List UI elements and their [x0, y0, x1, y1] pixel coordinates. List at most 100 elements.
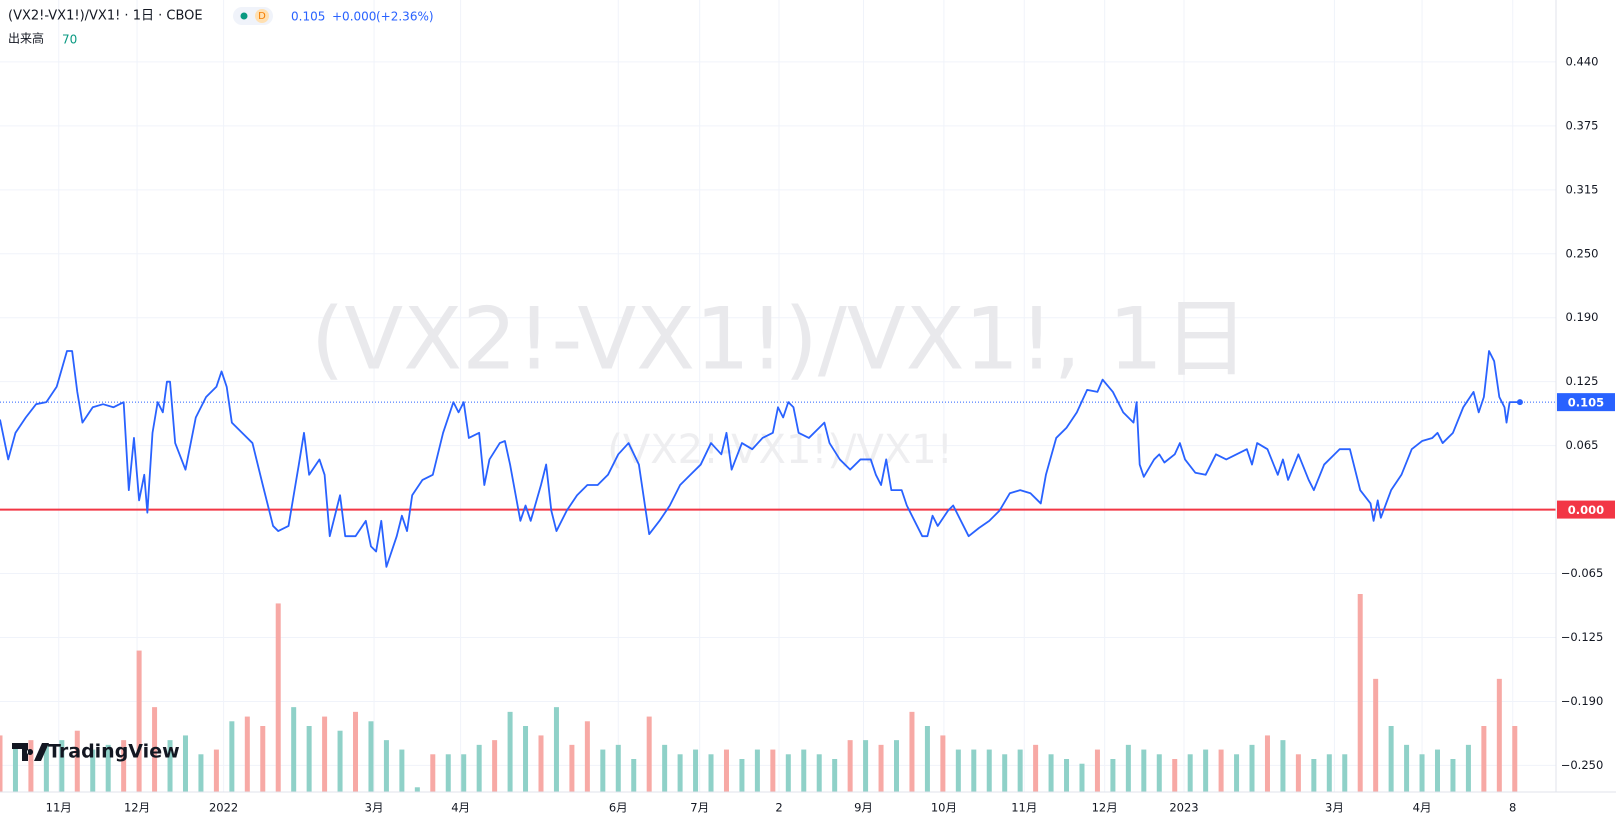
volume-bar — [924, 726, 930, 792]
volume-bar — [1249, 744, 1255, 792]
volume-bar — [662, 744, 668, 792]
volume-bar — [1264, 735, 1270, 792]
volume-bar — [1125, 744, 1131, 792]
x-tick-label: 4月 — [451, 801, 470, 815]
volume-bar — [646, 716, 652, 792]
volume-bar — [399, 749, 405, 792]
volume-bar — [847, 740, 853, 792]
volume-bar — [1311, 759, 1317, 792]
volume-bar — [229, 721, 235, 792]
logo-text: TradingView — [48, 741, 180, 763]
volume-bar — [353, 711, 359, 792]
volume-bar — [198, 754, 204, 792]
y-tick-label: 0.065 — [1566, 438, 1599, 452]
volume-bar — [1187, 754, 1193, 792]
legend-header: (VX2!-VX1!)/VX1! · 1日 · CBOE D 0.105 +0.… — [8, 7, 434, 47]
volume-bar — [213, 749, 219, 792]
volume-bar — [1172, 759, 1178, 792]
volume-bar — [430, 754, 436, 792]
reference-label: 0.000 — [1568, 503, 1604, 517]
volume-bar — [894, 740, 900, 792]
y-tick-label: −0.250 — [1561, 758, 1604, 772]
volume-bar — [121, 740, 127, 792]
volume-bar — [152, 707, 158, 792]
volume-bar — [105, 744, 111, 792]
volume-bar — [74, 730, 80, 792]
volume-bar — [1295, 754, 1301, 792]
y-tick-label: 0.440 — [1566, 54, 1599, 68]
volume-bar — [383, 740, 389, 792]
y-tick-label: 0.315 — [1566, 182, 1599, 196]
volume-bar — [1373, 678, 1379, 792]
volume-bar — [693, 749, 699, 792]
plot — [0, 350, 1556, 568]
logo[interactable]: TradingView — [12, 741, 180, 763]
volume-bar — [955, 749, 961, 792]
volume-bar — [1017, 749, 1023, 792]
volume-bar — [1404, 744, 1410, 792]
volume-bar — [1280, 740, 1286, 792]
volume-bar — [1326, 754, 1332, 792]
volume-bar — [1234, 754, 1240, 792]
volume-bar — [1033, 744, 1039, 792]
y-tick-label: −0.190 — [1561, 694, 1604, 708]
volume-bar — [1450, 759, 1456, 792]
volume-bar — [1419, 754, 1425, 792]
symbol-title: (VX2!-VX1!)/VX1! · 1日 · CBOE — [8, 9, 203, 24]
volume-pane — [0, 594, 1518, 792]
volume-bar — [1002, 754, 1008, 792]
last-value-label-bg — [1557, 393, 1615, 412]
volume-bar — [785, 754, 791, 792]
x-tick-label: 4月 — [1413, 801, 1432, 815]
x-tick-label: 10月 — [931, 801, 957, 815]
volume-bar — [986, 749, 992, 792]
volume-bar — [739, 759, 745, 792]
x-tick-label: 9月 — [854, 801, 873, 815]
watermark-subtext: (VX2!-VX1!)/VX1! — [607, 427, 953, 473]
volume-bar — [909, 711, 915, 792]
volume-bar — [940, 735, 946, 792]
y-tick-label: 0.375 — [1566, 118, 1599, 132]
x-tick-label: 3月 — [365, 801, 384, 815]
volume-bar — [1512, 726, 1518, 792]
volume-bar — [584, 721, 590, 792]
volume-bar — [1110, 759, 1116, 792]
volume-bar — [1357, 594, 1363, 792]
price-axis-bg — [1556, 0, 1616, 823]
volume-bar — [1465, 744, 1471, 792]
y-tick-label: 0.125 — [1566, 374, 1599, 388]
x-tick-label: 12月 — [124, 801, 150, 815]
price-line — [0, 350, 1520, 568]
volume-bar — [863, 740, 869, 792]
volume-bar — [1218, 749, 1224, 792]
volume-bar — [90, 749, 96, 792]
volume-bar — [1342, 754, 1348, 792]
x-tick-label: 6月 — [609, 801, 628, 815]
volume-bar — [28, 740, 34, 792]
volume-bar — [569, 744, 575, 792]
volume-bar — [1496, 678, 1502, 792]
volume-bar — [322, 716, 328, 792]
change: +0.000 — [332, 10, 376, 24]
volume-bar — [523, 726, 529, 792]
volume-bar — [167, 740, 173, 792]
volume-bar — [260, 726, 266, 792]
volume-last: 70 — [62, 33, 77, 47]
volume-bar — [677, 754, 683, 792]
volume-bar — [770, 749, 776, 792]
volume-bar — [1388, 726, 1394, 792]
volume-bar — [461, 754, 467, 792]
volume-bar — [0, 735, 3, 792]
volume-bar — [1064, 759, 1070, 792]
axes: 0.440 0.375 0.315 0.250 0.190 0.125 0.065 −0.06… — [46, 54, 1615, 815]
interval-badge: D — [258, 11, 266, 22]
volume-bar — [754, 749, 760, 792]
volume-bar — [801, 749, 807, 792]
volume-bar — [723, 749, 729, 792]
last-value-label: 0.105 — [1568, 396, 1604, 410]
y-tick-label: 0.250 — [1566, 246, 1599, 260]
volume-label: 出来高 — [8, 31, 44, 46]
